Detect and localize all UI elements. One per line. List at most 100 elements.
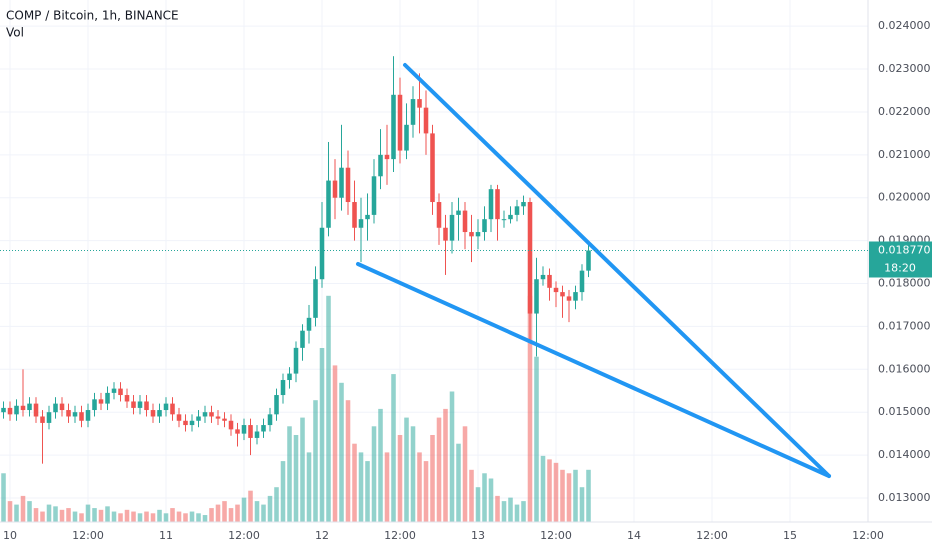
candle-body — [553, 287, 559, 293]
candle-body — [14, 405, 19, 415]
candle-body — [469, 232, 474, 237]
candle-body — [163, 403, 169, 411]
candle-body — [462, 210, 468, 233]
candle-body — [118, 388, 123, 396]
candle-body — [228, 420, 234, 430]
y-tick-label: 0.021000 — [878, 148, 931, 161]
volume-bar — [560, 469, 565, 522]
chart-title: COMP / Bitcoin, 1h, BINANCE — [6, 9, 179, 23]
trend-line-lower[interactable] — [356, 262, 831, 478]
volume-bar — [501, 501, 507, 522]
volume-bar — [124, 509, 130, 522]
y-tick-label: 0.014000 — [878, 448, 931, 461]
candle-body — [488, 189, 494, 220]
volume-bar — [157, 509, 162, 522]
volume-bar — [53, 506, 58, 522]
x-tick-label: 10 — [3, 529, 17, 542]
candle-body — [137, 401, 143, 408]
candle-body — [66, 410, 71, 417]
volume-bar — [462, 426, 468, 522]
volume-bar — [14, 504, 19, 522]
candle-body — [443, 227, 448, 241]
volume-bar — [176, 511, 182, 522]
volume-bar — [241, 497, 247, 522]
volume-bar — [306, 452, 312, 522]
volume-bar — [508, 497, 513, 522]
candle-body — [326, 180, 331, 228]
candle-body — [417, 99, 422, 108]
volume-bar — [488, 478, 494, 522]
y-tick-label: 0.013000 — [878, 491, 931, 504]
candle-body — [196, 416, 201, 421]
volume-bar — [339, 382, 344, 522]
volume-bar — [111, 511, 117, 522]
candle-body — [72, 412, 78, 417]
candle-body — [215, 416, 221, 419]
volume-bar — [443, 408, 448, 522]
volume-bar — [371, 426, 377, 522]
volume-bar — [430, 435, 435, 522]
volume-bar — [40, 511, 45, 522]
candle-body — [300, 330, 305, 348]
x-tick-label: 12:00 — [540, 529, 572, 542]
volume-bar — [222, 501, 227, 522]
volume-bar — [293, 435, 299, 522]
candle-body — [482, 219, 487, 233]
candle-body — [449, 214, 455, 241]
candle-body — [540, 274, 546, 280]
candle-body — [131, 401, 136, 408]
volume-bar — [436, 417, 442, 522]
candle-body — [92, 399, 97, 411]
candle-body — [436, 202, 442, 228]
candle-body — [1, 407, 6, 413]
candle-body — [384, 154, 390, 160]
candle-body — [189, 420, 195, 426]
candle-body — [586, 250, 591, 271]
candle-body — [105, 392, 110, 404]
volume-bar — [248, 490, 253, 522]
volume-bar — [573, 469, 578, 522]
volume-bar — [150, 513, 156, 522]
volume-bar — [72, 511, 78, 522]
volume-bar — [579, 487, 585, 522]
y-tick-label: 0.024000 — [878, 19, 931, 32]
candle-body — [456, 210, 461, 215]
candle-body — [98, 399, 104, 404]
candle-body — [527, 202, 533, 314]
candle-body — [352, 202, 357, 228]
volume-bar — [410, 426, 416, 522]
volume-bar — [566, 473, 572, 522]
volume-bar — [163, 513, 169, 522]
volume-bar — [267, 495, 273, 522]
volume-bar — [417, 452, 422, 522]
volume-bar — [228, 508, 234, 522]
volume-bar — [521, 501, 526, 522]
volume-bar — [33, 508, 39, 522]
volume-bar — [46, 504, 52, 522]
volume-bar — [352, 443, 357, 522]
candle-body — [397, 94, 403, 151]
volume-bar — [378, 408, 383, 522]
candle-body — [410, 99, 416, 125]
candle-body — [514, 206, 520, 215]
volume-bar — [131, 511, 136, 522]
volume-bar — [144, 511, 149, 522]
candle-body — [274, 395, 279, 415]
volume-bar — [365, 461, 370, 522]
volume-bar — [280, 461, 286, 522]
trend-line-upper[interactable] — [403, 63, 831, 478]
volume-bar — [209, 508, 214, 522]
candle-layer — [1, 56, 591, 464]
candle-body — [222, 418, 227, 421]
countdown-label: 18:20 — [884, 261, 916, 274]
countdown-box — [869, 259, 932, 278]
volume-bar — [137, 513, 143, 522]
y-tick-label: 0.022000 — [878, 105, 931, 118]
candle-body — [176, 414, 182, 421]
x-tick-label: 12:00 — [72, 529, 104, 542]
candle-body — [280, 380, 286, 396]
volume-bar — [183, 513, 188, 522]
candle-body — [313, 279, 318, 318]
